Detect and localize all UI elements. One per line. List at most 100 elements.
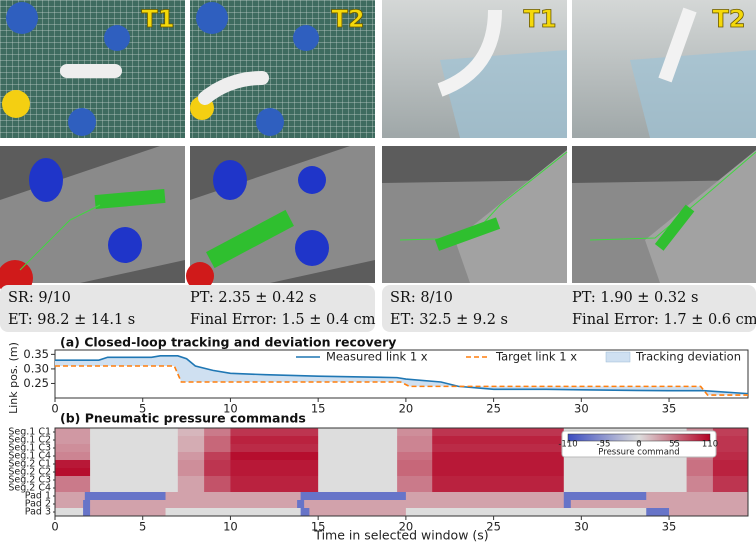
heat-cell: [177, 444, 205, 453]
x-tick-label: 0: [51, 520, 58, 534]
heat-cell: [204, 484, 231, 493]
x-tick-label: 30: [574, 520, 589, 534]
heat-cell: [90, 428, 179, 437]
heat-cell: [204, 460, 231, 469]
heat-cell: [55, 452, 91, 461]
heat-cell: [646, 508, 670, 517]
heat-cell: [84, 492, 166, 501]
stat-text: ET: 32.5 ± 9.2 s: [390, 312, 508, 328]
heat-cell: [405, 508, 647, 517]
heat-cell: [712, 444, 749, 453]
y-tick-label: 0.25: [23, 376, 49, 390]
stat-text: SR: 9/10: [8, 290, 71, 306]
photo-label: T1: [523, 5, 556, 33]
stats-box: [0, 285, 375, 332]
heat-cell: [90, 436, 179, 445]
heat-cell: [90, 452, 179, 461]
colorbar-label: Pressure command: [598, 448, 679, 458]
x-tick-label: 0: [51, 402, 58, 416]
heat-cell: [177, 476, 205, 485]
colorbar-tick-label: 0: [636, 440, 641, 450]
heat-cell: [55, 476, 91, 485]
heat-cell: [230, 460, 319, 469]
heat-cell: [230, 452, 319, 461]
x-tick-label: 10: [223, 520, 238, 534]
sim-panel: [0, 146, 185, 296]
heat-cell: [230, 484, 319, 493]
heat-cell: [432, 484, 565, 493]
heat-cell: [712, 436, 749, 445]
heat-cell: [318, 484, 398, 493]
x-tick-label: 25: [486, 520, 501, 534]
heat-cell: [318, 476, 398, 485]
heat-cell: [318, 452, 398, 461]
y-tick-label: 0.30: [23, 361, 49, 375]
row-label: Pad 3: [25, 507, 51, 518]
x-tick-label: 5: [139, 402, 146, 416]
heat-cell: [318, 468, 398, 477]
stat-text: SR: 8/10: [390, 290, 453, 306]
heat-cell: [432, 468, 565, 477]
heat-cell: [90, 444, 179, 453]
x-axis-label: Time in selected window (s): [313, 528, 488, 543]
heat-cell: [55, 500, 84, 509]
row-label: Seg.2 C4: [8, 483, 51, 494]
legend-swatch: [605, 351, 631, 363]
heat-cell: [432, 428, 565, 437]
stats-box: [382, 285, 756, 332]
stat-text: PT: 1.90 ± 0.32 s: [572, 290, 698, 306]
heat-cell: [432, 444, 565, 453]
heat-cell: [204, 428, 231, 437]
row-label: Seg.2 C1: [8, 459, 51, 470]
x-tick-label: 15: [311, 520, 326, 534]
heat-cell: [177, 428, 205, 437]
x-tick-label: 10: [223, 402, 238, 416]
sim-panel: [382, 146, 568, 283]
stat-text: Final Error: 1.5 ± 0.4 cm: [190, 312, 376, 328]
colorbar-tick-label: -55: [597, 440, 611, 450]
heat-cell: [90, 500, 298, 509]
heat-cell: [570, 500, 749, 509]
heat-cell: [432, 452, 565, 461]
chart-title: (b) Pneumatic pressure commands: [60, 411, 306, 426]
heat-cell: [563, 484, 687, 493]
y-axis-label: Link pos. (m): [7, 342, 20, 414]
x-tick-label: 30: [574, 402, 589, 416]
heat-cell: [230, 468, 319, 477]
heat-cell: [204, 476, 231, 485]
photo-label: T2: [331, 5, 364, 33]
heat-cell: [318, 460, 398, 469]
heat-cell: [318, 436, 398, 445]
photo-panel: [382, 0, 567, 138]
heat-cell: [230, 436, 319, 445]
heat-cell: [397, 476, 433, 485]
heat-cell: [563, 500, 572, 509]
heat-cell: [712, 452, 749, 461]
heat-cell: [563, 492, 647, 501]
heat-cell: [397, 460, 433, 469]
heat-cell: [397, 444, 433, 453]
row-label: Seg.1 C2: [8, 435, 51, 446]
heat-cell: [712, 476, 749, 485]
legend-label: Target link 1 x: [495, 350, 577, 364]
row-label: Seg.2 C3: [8, 475, 51, 486]
stat-text: Final Error: 1.7 ± 0.6 cm: [572, 312, 756, 328]
heat-cell: [397, 428, 433, 437]
x-tick-label: 20: [399, 520, 414, 534]
heat-cell: [230, 476, 319, 485]
row-label: Pad 2: [25, 499, 51, 510]
heat-cell: [204, 468, 231, 477]
heat-cell: [83, 500, 91, 509]
heat-cell: [83, 508, 91, 517]
heat-cell: [300, 492, 407, 501]
heat-cell: [204, 436, 231, 445]
sim-panel: [186, 146, 375, 290]
colorbar-tick-label: 55: [669, 440, 680, 450]
series-line: [55, 365, 748, 396]
heat-cell: [90, 460, 179, 469]
heat-cell: [563, 468, 687, 477]
heat-cell: [90, 484, 179, 493]
row-label: Seg.1 C4: [8, 451, 51, 462]
heat-cell: [432, 476, 565, 485]
